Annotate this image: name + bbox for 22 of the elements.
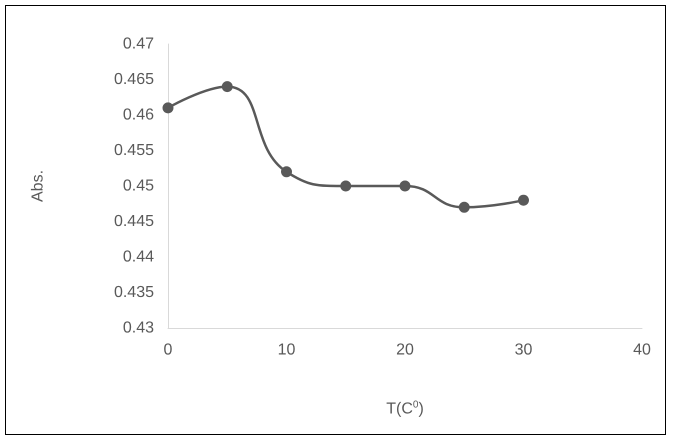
y-tick-label: 0.435 [114,284,154,301]
y-tick-label: 0.43 [122,320,154,336]
y-tick-label: 0.45 [122,178,154,194]
x-tick-label: 0 [164,342,173,358]
point [162,102,174,114]
x-tick-label: 30 [514,342,532,358]
point [222,81,233,92]
point [281,166,292,178]
point [518,194,529,206]
y-tick-label: 0.44 [122,248,154,266]
y-axis-title: Abs. [30,170,46,202]
point [458,202,470,213]
x-tick-label: 20 [396,342,414,358]
y-tick-label: 0.47 [122,36,154,52]
y-tick-label: 0.465 [114,71,154,88]
point [340,180,352,192]
y-tick-label: 0.46 [122,106,154,124]
y-tick-label: 0.455 [114,142,154,159]
x-tick-label: 10 [278,342,296,358]
x-tick-label: 40 [633,342,651,358]
y-tick-label: 0.445 [114,213,154,230]
point [400,180,410,192]
